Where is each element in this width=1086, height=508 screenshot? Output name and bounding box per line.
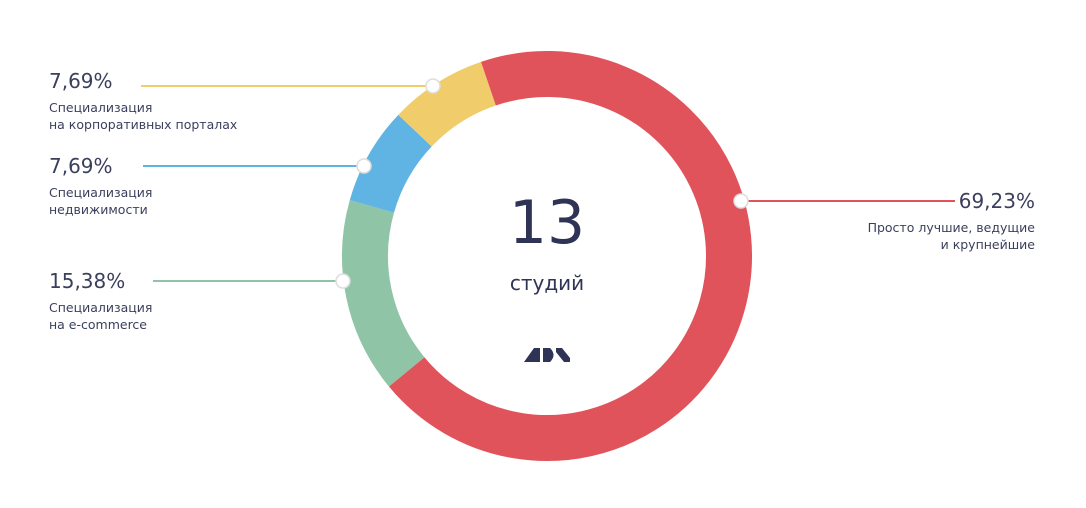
value-label: 7,69%	[49, 154, 113, 178]
label: 7,69% Специализация недвижимости	[49, 154, 152, 218]
leader-dot	[356, 158, 372, 174]
leader-dot	[733, 193, 749, 209]
logo-a	[524, 348, 540, 362]
center-value: 13	[509, 188, 585, 258]
logo-d	[543, 348, 554, 362]
label: 7,69% Специализация на корпоративных порт…	[49, 69, 237, 133]
center-caption: студий	[510, 271, 584, 295]
value-label: 15,38%	[49, 269, 126, 293]
legend-label: Специализация недвижимости	[49, 185, 153, 217]
donut-segment	[349, 114, 433, 214]
label: 69,23% Просто лучшие, ведущие и крупнейши…	[868, 189, 1035, 253]
donut-segment	[342, 200, 425, 387]
logo	[524, 348, 570, 362]
legend-label: Специализация на e-commerce	[49, 300, 153, 332]
leader-dot	[335, 273, 351, 289]
value-label: 7,69%	[49, 69, 113, 93]
legend-label: Просто лучшие, ведущие и крупнейшие	[867, 220, 1035, 252]
donut-segment	[388, 51, 752, 461]
donut-segment	[398, 61, 497, 147]
logo-n	[556, 348, 570, 362]
value-label: 69,23%	[958, 189, 1035, 213]
leader-dot	[425, 78, 441, 94]
legend-label: Специализация на корпоративных порталах	[49, 100, 238, 132]
label: 15,38% Специализация на e-commerce	[49, 269, 152, 333]
